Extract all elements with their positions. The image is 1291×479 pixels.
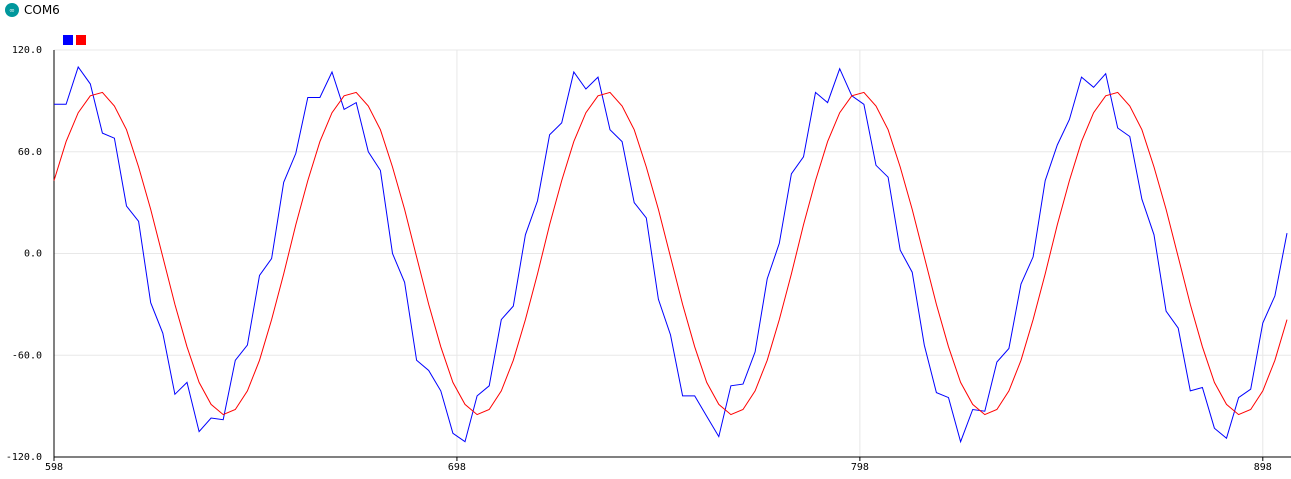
legend-swatch [63, 35, 73, 45]
window-title: COM6 [24, 3, 60, 17]
x-tick-label: 698 [448, 462, 466, 473]
y-tick-label: 60.0 [18, 147, 42, 158]
y-tick-label: 0.0 [24, 249, 42, 260]
x-tick-label: 798 [851, 462, 869, 473]
y-tick-label: -60.0 [12, 350, 42, 361]
svg-text:∞: ∞ [9, 7, 15, 15]
y-tick-label: 120.0 [12, 45, 42, 56]
series-line [53, 91, 1288, 416]
series-line [54, 65, 1288, 444]
legend-swatch [76, 35, 86, 45]
y-tick-label: -120.0 [6, 452, 42, 463]
x-tick-label: 598 [45, 462, 63, 473]
x-tick-label: 898 [1254, 462, 1272, 473]
app-icon: ∞ [5, 3, 19, 17]
title-bar: ∞ COM6 [0, 0, 1291, 20]
